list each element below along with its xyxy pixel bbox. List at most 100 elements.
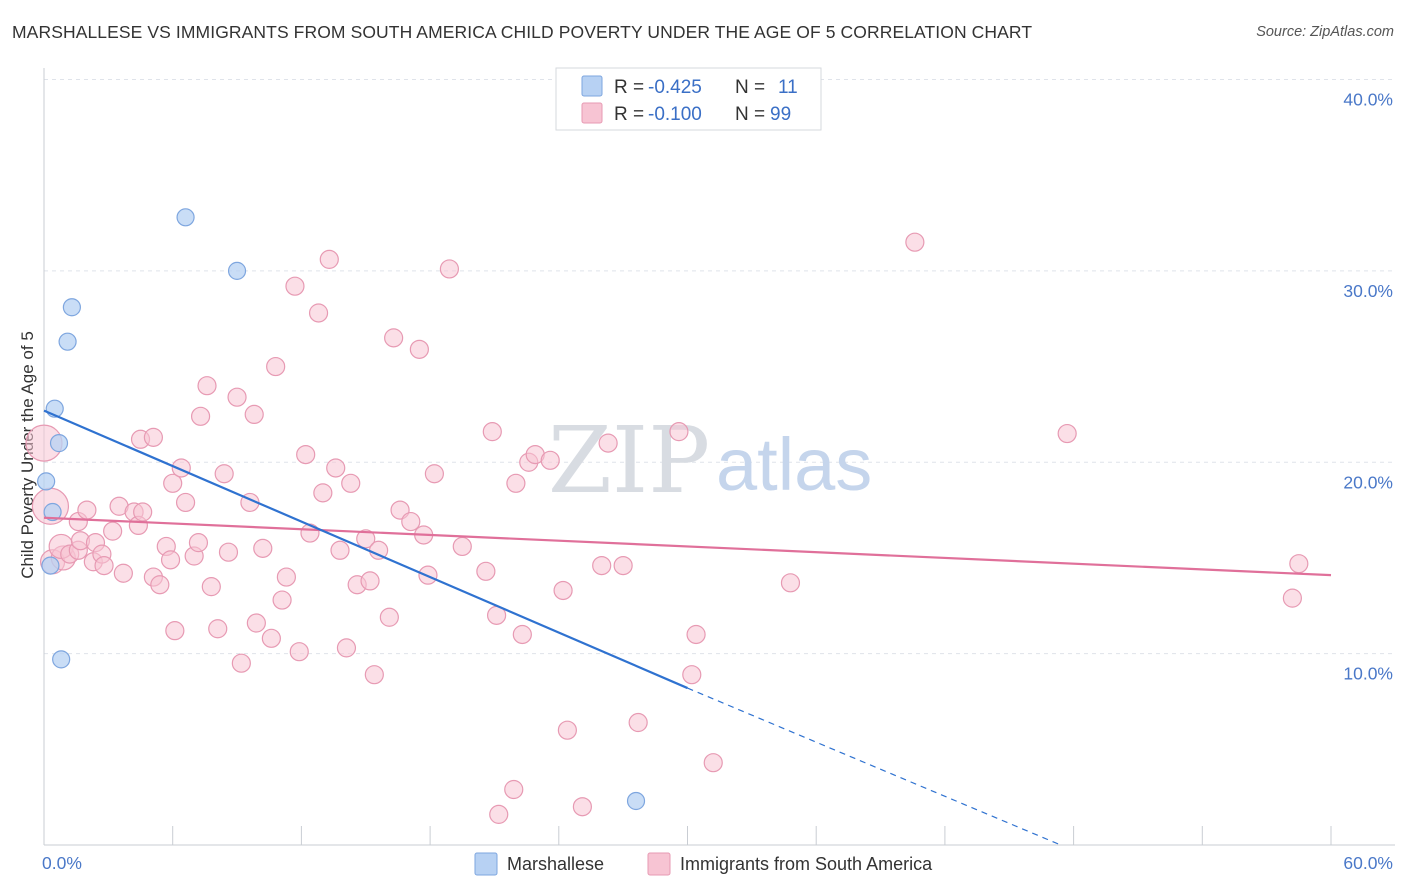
data-point-immigrants bbox=[197, 376, 217, 396]
trend-line-marshallese bbox=[43, 409, 688, 690]
chart-title: MARSHALLESE VS IMMIGRANTS FROM SOUTH AME… bbox=[12, 22, 1033, 42]
y-tick-labels: 10.0% 20.0% 30.0% 40.0% bbox=[1343, 90, 1393, 684]
legend-swatch-immigrants bbox=[581, 102, 603, 124]
bottom-legend-swatch-marshallese bbox=[474, 852, 498, 876]
immigrants-series bbox=[25, 232, 1309, 824]
data-point-marshallese bbox=[626, 791, 646, 811]
legend: R = -0.425 N = 11 R = -0.100 N = 99 bbox=[555, 67, 822, 131]
bottom-legend: Marshallese Immigrants from South Americ… bbox=[474, 852, 933, 876]
data-point-marshallese bbox=[62, 298, 81, 317]
data-point-immigrants bbox=[780, 573, 801, 593]
source-label: Source: ZipAtlas.com bbox=[1256, 24, 1394, 40]
data-point-immigrants bbox=[261, 628, 281, 648]
data-point-immigrants bbox=[94, 555, 114, 576]
x-tick-label-min: 0.0% bbox=[42, 853, 82, 873]
data-point-immigrants bbox=[190, 406, 211, 426]
legend-n-label-1: N = bbox=[735, 77, 765, 98]
data-point-immigrants bbox=[143, 427, 163, 447]
y-tick-label: 10.0% bbox=[1343, 664, 1393, 684]
data-point-immigrants bbox=[253, 538, 273, 558]
data-point-immigrants bbox=[227, 387, 247, 407]
data-point-immigrants bbox=[401, 511, 421, 532]
data-point-immigrants bbox=[150, 575, 170, 595]
data-point-immigrants bbox=[272, 590, 292, 610]
legend-n-value-2: 99 bbox=[770, 104, 791, 125]
data-point-immigrants bbox=[553, 580, 573, 601]
data-point-immigrants bbox=[613, 555, 633, 576]
data-point-immigrants bbox=[504, 779, 524, 800]
bottom-legend-immigrants: Immigrants from South America bbox=[680, 854, 933, 874]
data-point-marshallese bbox=[49, 434, 69, 453]
data-point-immigrants bbox=[313, 483, 333, 503]
data-point-immigrants bbox=[572, 797, 592, 817]
data-point-immigrants bbox=[476, 561, 496, 581]
data-point-immigrants bbox=[384, 328, 404, 348]
grid-lines bbox=[44, 79, 1395, 655]
data-point-immigrants bbox=[103, 521, 123, 541]
data-point-immigrants bbox=[360, 571, 380, 591]
data-point-immigrants bbox=[201, 577, 221, 597]
data-point-immigrants bbox=[439, 259, 460, 279]
legend-r-value-1: -0.425 bbox=[648, 77, 702, 98]
legend-n-label-2: N = bbox=[735, 104, 765, 125]
data-point-immigrants bbox=[669, 422, 689, 442]
data-point-immigrants bbox=[1057, 423, 1077, 444]
data-point-marshallese bbox=[41, 556, 60, 575]
axes bbox=[43, 68, 1395, 846]
x-tick-label-max: 60.0% bbox=[1343, 853, 1393, 873]
data-point-immigrants bbox=[163, 473, 183, 493]
data-point-immigrants bbox=[452, 536, 472, 557]
watermark: ZIP atlas bbox=[548, 407, 872, 514]
data-point-immigrants bbox=[682, 665, 702, 685]
data-point-immigrants bbox=[266, 356, 286, 377]
bottom-legend-marshallese: Marshallese bbox=[507, 854, 604, 874]
data-point-immigrants bbox=[512, 624, 532, 645]
data-point-immigrants bbox=[285, 276, 305, 296]
data-point-immigrants bbox=[326, 458, 346, 478]
legend-n-value-1: 11 bbox=[778, 77, 798, 98]
trend-line-immigrants bbox=[43, 516, 1332, 577]
data-point-immigrants bbox=[300, 523, 320, 543]
data-point-marshallese bbox=[37, 472, 56, 491]
data-point-immigrants bbox=[296, 444, 316, 465]
data-point-immigrants bbox=[1289, 554, 1309, 574]
marshallese-series bbox=[37, 208, 646, 811]
data-point-immigrants bbox=[628, 712, 648, 733]
data-point-marshallese bbox=[227, 261, 247, 280]
legend-r-label-2: R = bbox=[614, 104, 644, 125]
data-point-immigrants bbox=[208, 619, 228, 639]
data-point-immigrants bbox=[506, 473, 526, 493]
data-point-immigrants bbox=[598, 433, 618, 453]
data-point-immigrants bbox=[540, 450, 560, 470]
bottom-legend-swatch-immigrants bbox=[647, 852, 671, 876]
data-point-marshallese bbox=[58, 332, 77, 351]
trend-lines bbox=[43, 409, 1332, 846]
data-point-immigrants bbox=[557, 720, 577, 740]
data-point-immigrants bbox=[379, 607, 399, 627]
data-point-immigrants bbox=[686, 624, 706, 645]
data-point-immigrants bbox=[341, 473, 361, 493]
data-point-immigrants bbox=[409, 339, 429, 359]
legend-r-value-2: -0.100 bbox=[648, 104, 702, 125]
watermark-zip: ZIP bbox=[548, 407, 710, 514]
watermark-atlas: atlas bbox=[716, 423, 872, 506]
data-point-immigrants bbox=[133, 502, 153, 522]
y-tick-label: 20.0% bbox=[1343, 472, 1393, 492]
data-point-immigrants bbox=[246, 613, 266, 633]
data-point-immigrants bbox=[218, 542, 239, 562]
y-tick-label: 30.0% bbox=[1343, 281, 1393, 301]
data-point-immigrants bbox=[364, 665, 384, 685]
data-point-immigrants bbox=[592, 555, 612, 576]
y-tick-label: 40.0% bbox=[1343, 90, 1393, 110]
data-point-marshallese bbox=[52, 650, 71, 669]
data-point-immigrants bbox=[214, 464, 234, 484]
data-point-immigrants bbox=[77, 500, 97, 520]
legend-r-label-1: R = bbox=[614, 77, 644, 98]
data-point-immigrants bbox=[336, 638, 357, 658]
data-point-immigrants bbox=[489, 804, 509, 824]
trend-line-marshallese-extrapolated bbox=[687, 687, 1061, 846]
data-point-marshallese bbox=[176, 208, 195, 227]
data-point-immigrants bbox=[113, 563, 133, 583]
data-point-immigrants bbox=[424, 464, 444, 484]
